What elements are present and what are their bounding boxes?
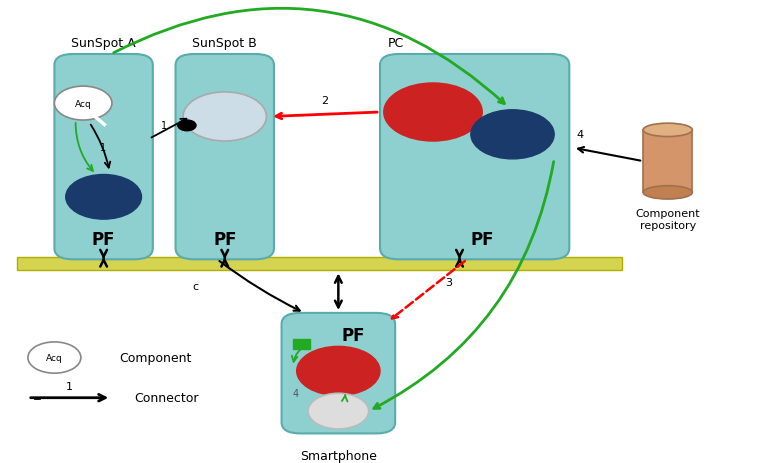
Text: 2: 2 (321, 96, 328, 106)
Text: Connector: Connector (134, 391, 198, 404)
FancyBboxPatch shape (55, 55, 153, 260)
Text: Acq: Acq (74, 100, 91, 108)
Ellipse shape (643, 186, 692, 200)
FancyBboxPatch shape (176, 55, 274, 260)
Text: PF: PF (342, 326, 366, 344)
Ellipse shape (643, 124, 692, 137)
Text: 1: 1 (161, 121, 167, 131)
Text: PF: PF (470, 231, 494, 249)
Circle shape (471, 111, 554, 160)
Bar (293, 339, 309, 349)
Text: 1: 1 (100, 143, 106, 153)
Text: Acq: Acq (46, 353, 63, 362)
FancyBboxPatch shape (281, 313, 395, 433)
Circle shape (66, 175, 141, 219)
Circle shape (55, 87, 112, 121)
Circle shape (308, 394, 369, 429)
Circle shape (28, 342, 81, 373)
Text: 4: 4 (293, 388, 299, 398)
FancyBboxPatch shape (380, 55, 569, 260)
Circle shape (178, 121, 196, 131)
Text: PF: PF (92, 231, 116, 249)
Circle shape (183, 93, 267, 142)
Text: Smartphone: Smartphone (300, 449, 377, 462)
Text: SunSpot A: SunSpot A (71, 37, 136, 50)
Text: Component
repository: Component repository (635, 208, 700, 230)
Text: Component: Component (119, 351, 191, 364)
Text: c: c (192, 282, 198, 292)
Text: PF: PF (213, 231, 236, 249)
Bar (17, 257, 622, 271)
Text: 4: 4 (577, 130, 584, 140)
Bar (643, 131, 692, 193)
Text: 1: 1 (66, 381, 73, 391)
Text: SunSpot B: SunSpot B (192, 37, 257, 50)
Text: PC: PC (388, 37, 404, 50)
Text: 3: 3 (445, 277, 452, 287)
Circle shape (296, 347, 380, 395)
Circle shape (384, 84, 483, 142)
